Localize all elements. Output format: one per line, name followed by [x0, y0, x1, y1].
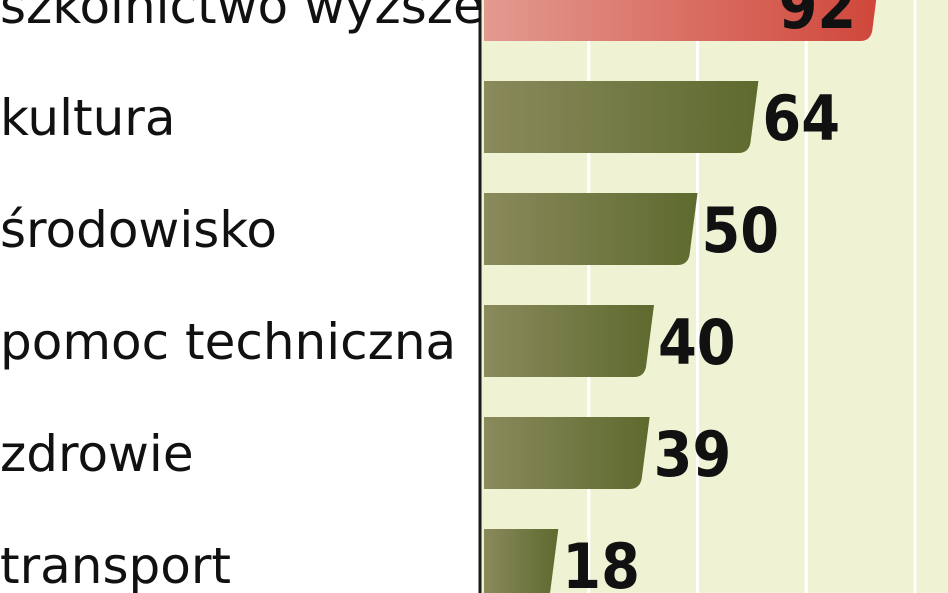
- category-label-5: transport: [0, 537, 231, 593]
- bar-1: [484, 81, 759, 153]
- category-labels: szkolnictwo wyższe kultura środowisko pomoc…: [0, 0, 484, 593]
- bar-0: [484, 0, 877, 41]
- category-label-0: szkolnictwo wyższe: [0, 0, 484, 35]
- bar-3: [484, 305, 654, 377]
- bars: [484, 0, 877, 593]
- category-label-1: kultura: [0, 89, 176, 147]
- value-label-1: 64: [762, 82, 840, 155]
- category-label-4: zdrowie: [0, 425, 194, 483]
- value-label-0: 92: [779, 0, 857, 43]
- category-label-3: pomoc techniczna: [0, 313, 456, 371]
- value-label-3: 40: [658, 306, 736, 379]
- value-label-2: 50: [702, 194, 780, 267]
- value-label-5: 18: [562, 530, 640, 593]
- value-label-4: 39: [654, 418, 732, 491]
- bar-2: [484, 193, 698, 265]
- bar-4: [484, 417, 650, 489]
- bar-5: [484, 529, 559, 593]
- category-label-2: środowisko: [0, 201, 277, 259]
